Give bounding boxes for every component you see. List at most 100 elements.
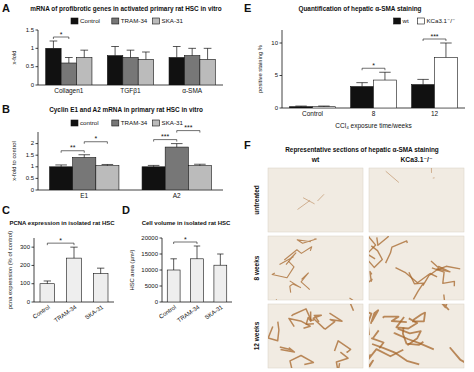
error-bar (44, 281, 51, 284)
error-bar (417, 79, 428, 84)
error-bar (188, 48, 196, 55)
bar (138, 59, 153, 85)
bar (169, 58, 184, 86)
stain-fiber (369, 236, 376, 259)
legend-label: TRAM-34 (121, 17, 148, 24)
stain-fiber (280, 347, 295, 352)
stain-fiber (318, 194, 325, 201)
bar (188, 166, 211, 190)
y-tick-label: 0 (31, 187, 35, 193)
stain-fiber (298, 200, 311, 209)
error-bar (142, 52, 150, 59)
error-bar (102, 164, 114, 165)
y-tick (160, 286, 163, 287)
bar (61, 63, 76, 85)
error-bar (50, 41, 58, 48)
stain-fiber (386, 241, 408, 263)
y-tick (36, 143, 39, 144)
image-background (369, 168, 464, 232)
legend-label: control (80, 119, 99, 126)
y-axis (34, 238, 35, 302)
error-bar (318, 106, 329, 108)
stain-fiber (450, 348, 464, 368)
error-bar (194, 246, 200, 259)
y-tick-label: 0.5 (26, 63, 35, 69)
error-bar (295, 106, 306, 108)
stain-fiber (369, 272, 372, 289)
panel-letter: A (2, 2, 10, 14)
stain-fiber (396, 268, 438, 283)
bar (374, 80, 397, 108)
stain-fiber (372, 330, 384, 348)
significance-label: *** (161, 133, 169, 140)
histology-image (267, 236, 372, 315)
y-tick-label: 1 (31, 163, 35, 169)
legend-swatch (112, 18, 119, 24)
image-background (369, 304, 464, 368)
stain-pattern (369, 236, 462, 300)
panel-letter: F (244, 139, 251, 151)
error-bar (80, 50, 88, 57)
plot-area (50, 144, 212, 190)
y-axis (38, 132, 39, 190)
x-tick-label: SKA-31 (204, 304, 225, 321)
legend-label: KCa3.1⁻/⁻ (426, 17, 455, 24)
y-tick-label: 1.5 (26, 27, 35, 33)
stain-fiber (268, 322, 279, 341)
stain-fiber (280, 253, 296, 265)
histology-image (369, 167, 464, 233)
panel-b: BCyclin E1 and A2 mRNA in primary rat HS… (2, 103, 223, 199)
bar (184, 56, 199, 85)
legend-label: SKA-31 (162, 17, 184, 24)
stain-pattern (268, 304, 353, 368)
stain-fiber (369, 349, 403, 359)
histology-image (357, 288, 473, 372)
bar (40, 284, 55, 302)
column-label: wt (311, 156, 320, 163)
y-tick (36, 30, 39, 31)
panel-letter: C (2, 204, 10, 216)
y-tick-label: 5000 (145, 283, 159, 289)
significance-label: * (184, 236, 187, 243)
x-axis-title: CCl₄ exposure time/weeks (335, 122, 412, 130)
bar (435, 57, 458, 108)
stain-fiber (412, 313, 425, 322)
legend: controlTRAM-34SKA-31 (71, 119, 183, 126)
chart-title: mRNA of profibrotic genes in activated p… (30, 5, 222, 13)
significance-label: ** (70, 144, 76, 151)
stain-fiber (284, 247, 311, 260)
stain-fiber (336, 304, 353, 311)
background (0, 0, 474, 372)
y-tick (160, 254, 163, 255)
chart-title: Quantification of hepatic α-SMA staining (299, 5, 422, 13)
x-tick-label: Collagen1 (54, 87, 84, 95)
image-background (268, 304, 363, 368)
stain-fiber (409, 272, 424, 299)
error-bar (356, 83, 367, 87)
legend-label: TRAM-34 (121, 119, 148, 126)
y-tick-label: 2 (31, 140, 35, 146)
histology-image (268, 168, 363, 232)
stain-pattern (386, 168, 435, 183)
y-tick-label: 0 (155, 299, 159, 305)
bar (73, 158, 96, 190)
y-tick (36, 190, 39, 191)
bar (412, 85, 435, 108)
bar (167, 270, 180, 302)
stain-fiber (325, 313, 342, 329)
error-bar (55, 165, 67, 167)
stain-fiber (290, 356, 313, 369)
y-tick (280, 75, 283, 76)
bar (313, 107, 336, 108)
row-label: 8 weeks (253, 255, 260, 280)
image-background (369, 236, 464, 300)
y-tick (36, 66, 39, 67)
legend: ControlTRAM-34SKA-31 (71, 17, 183, 24)
y-tick (32, 247, 35, 248)
y-tick (32, 265, 35, 266)
x-tick-label: α-SMA (182, 87, 203, 94)
error-bar (379, 72, 390, 80)
significance-label: *** (184, 124, 192, 131)
legend-label: wt (402, 17, 409, 24)
y-tick-label: 0 (31, 82, 35, 88)
